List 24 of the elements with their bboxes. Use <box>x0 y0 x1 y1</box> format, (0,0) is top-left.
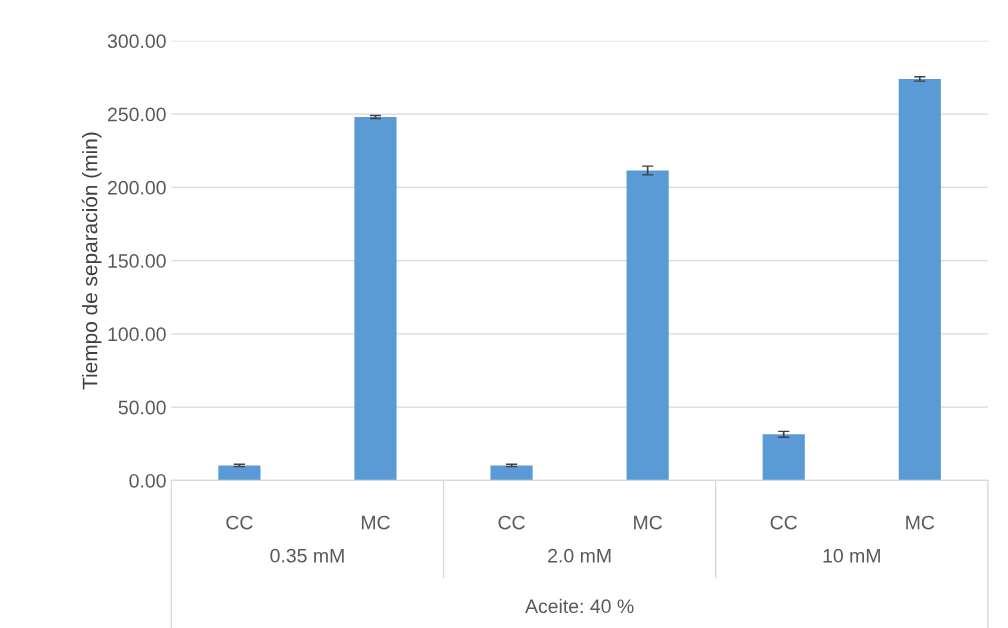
text: 0.35 mM <box>270 548 344 563</box>
bar <box>626 170 669 481</box>
x-tick-label: CC <box>770 515 798 530</box>
y-tick-label: 150.00 <box>108 254 166 268</box>
bar <box>898 78 941 481</box>
text: 2.0 mM <box>548 548 611 563</box>
bar <box>762 434 805 481</box>
y-tick-label: 100.00 <box>108 327 166 342</box>
bar <box>490 465 533 481</box>
x-tick-label: CC <box>498 515 525 530</box>
y-axis-title: Tiempo de separación (min) <box>81 132 102 390</box>
x-tick-label: MC <box>361 515 390 530</box>
bar <box>354 117 397 481</box>
text: 10 mM <box>823 548 880 563</box>
y-tick-label: 200.00 <box>108 180 166 195</box>
y-tick-label: 50.00 <box>118 400 166 415</box>
bar <box>218 465 261 481</box>
x-tick-label: CC <box>226 515 253 530</box>
x-tick-label: MC <box>906 515 935 530</box>
y-tick-label: 0.00 <box>129 473 166 488</box>
y-tick-label: 250.00 <box>108 107 166 122</box>
x-axis-title: Aceite: 40 % <box>525 598 634 614</box>
x-tick-label: MC <box>634 515 663 530</box>
y-tick-label: 300.00 <box>107 34 166 49</box>
